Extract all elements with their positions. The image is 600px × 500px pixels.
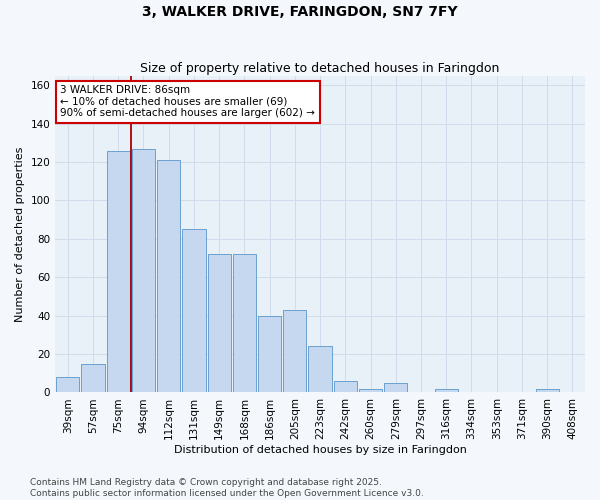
Bar <box>132 148 155 392</box>
Bar <box>384 383 407 392</box>
Bar <box>82 364 104 392</box>
Bar <box>536 388 559 392</box>
X-axis label: Distribution of detached houses by size in Faringdon: Distribution of detached houses by size … <box>173 445 467 455</box>
Bar <box>283 310 307 392</box>
Title: Size of property relative to detached houses in Faringdon: Size of property relative to detached ho… <box>140 62 500 74</box>
Text: Contains HM Land Registry data © Crown copyright and database right 2025.
Contai: Contains HM Land Registry data © Crown c… <box>30 478 424 498</box>
Bar <box>258 316 281 392</box>
Bar <box>157 160 181 392</box>
Bar <box>359 388 382 392</box>
Bar <box>56 377 79 392</box>
Bar <box>233 254 256 392</box>
Bar <box>107 150 130 392</box>
Text: 3 WALKER DRIVE: 86sqm
← 10% of detached houses are smaller (69)
90% of semi-deta: 3 WALKER DRIVE: 86sqm ← 10% of detached … <box>61 85 316 118</box>
Bar <box>208 254 231 392</box>
Bar <box>334 381 357 392</box>
Text: 3, WALKER DRIVE, FARINGDON, SN7 7FY: 3, WALKER DRIVE, FARINGDON, SN7 7FY <box>142 5 458 19</box>
Y-axis label: Number of detached properties: Number of detached properties <box>15 146 25 322</box>
Bar <box>434 388 458 392</box>
Bar <box>182 230 206 392</box>
Bar <box>308 346 332 393</box>
